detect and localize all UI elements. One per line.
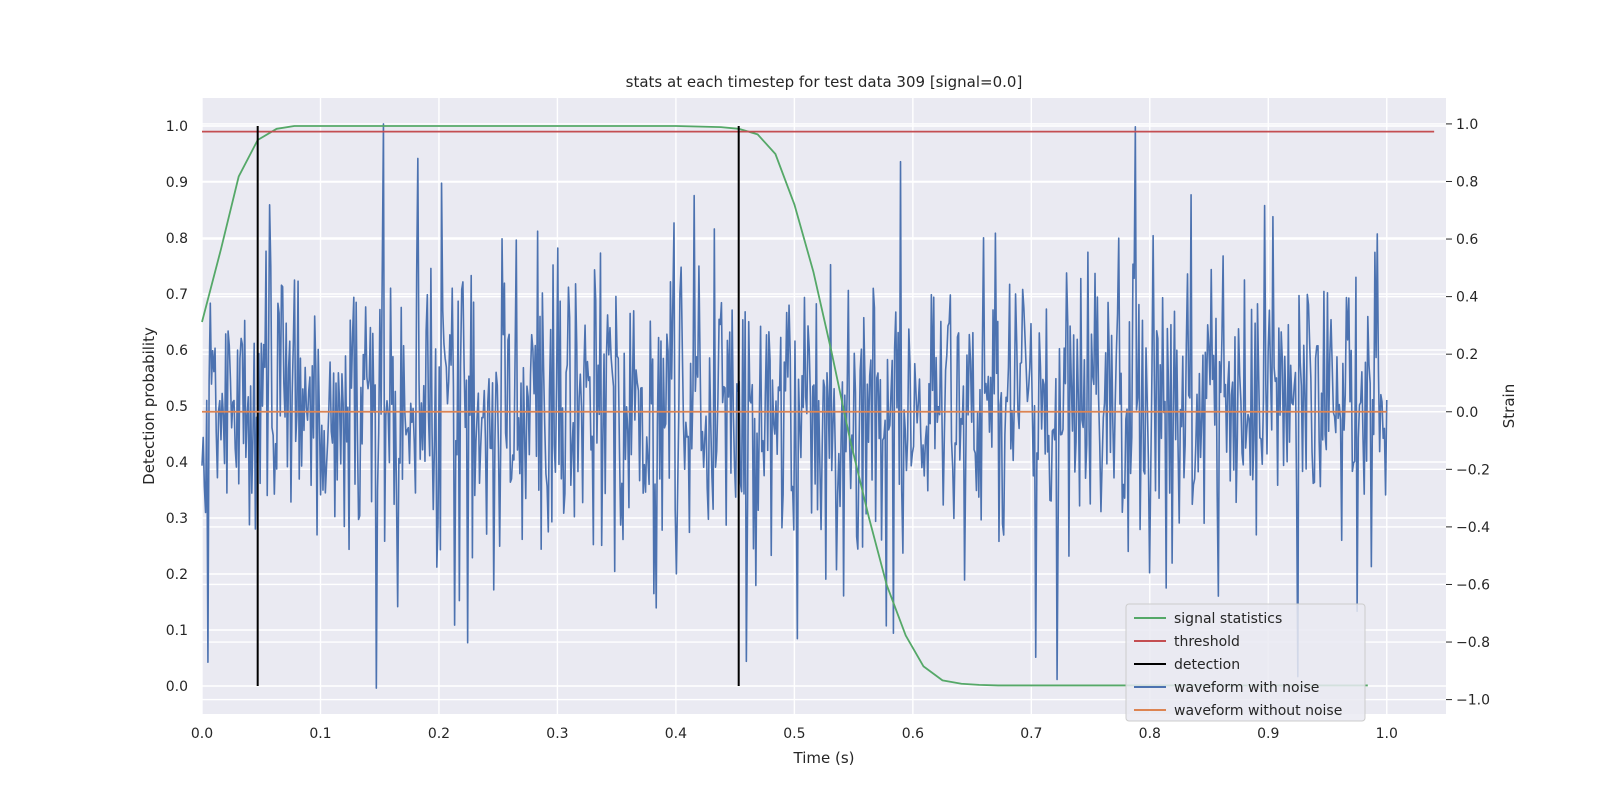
y-tick-label-right: 0.8 [1456, 174, 1478, 190]
x-tick-label: 0.1 [309, 726, 331, 742]
y-tick-label-right: −0.2 [1456, 462, 1490, 478]
y-tick-label-left: 1.0 [166, 119, 188, 135]
y-tick-label-left: 0.9 [166, 175, 188, 191]
y-axis-label-right: Strain [1500, 384, 1518, 428]
data-series [201, 123, 1435, 689]
y-tick-label-left: 0.1 [166, 623, 188, 639]
legend-label: detection [1174, 657, 1240, 673]
x-tick-label: 0.0 [191, 726, 213, 742]
y-tick-label-right: −1.0 [1456, 693, 1490, 709]
y-tick-label-left: 0.8 [166, 231, 188, 247]
series-waveform-with-noise [201, 123, 1388, 689]
y-tick-label-left: 0.2 [166, 567, 188, 583]
y-tick-label-right: 0.0 [1456, 405, 1478, 421]
x-tick-label: 0.4 [665, 726, 687, 742]
x-tick-label: 1.0 [1376, 726, 1398, 742]
legend-label: waveform with noise [1174, 680, 1319, 696]
x-tick-label: 0.2 [428, 726, 450, 742]
series-signal-statistics [201, 125, 1368, 687]
x-tick-label: 0.9 [1257, 726, 1279, 742]
legend-label: threshold [1174, 634, 1240, 650]
y-tick-label-right: 0.2 [1456, 347, 1478, 363]
y-tick-label-right: −0.6 [1456, 577, 1490, 593]
x-axis-label: Time (s) [793, 749, 855, 767]
y-tick-label-left: 0.6 [166, 343, 188, 359]
y-tick-label-left: 0.0 [166, 679, 188, 695]
axes: 0.0 0.1 0.2 0.3 0.4 0.5 0.6 0.7 0.8 0.9 1.0 0.0 0.1 0… [166, 117, 1490, 742]
legend-label: waveform without noise [1174, 703, 1342, 719]
chart-title: stats at each timestep for test data 309… [626, 73, 1023, 91]
legend-box [1125, 603, 1366, 722]
y-tick-label-right: 1.0 [1456, 117, 1478, 133]
y-tick-label-right: −0.8 [1456, 635, 1490, 651]
legend-label: signal statistics [1174, 611, 1282, 627]
x-tick-label: 0.6 [902, 726, 924, 742]
x-tick-label: 0.5 [783, 726, 805, 742]
y-tick-label-right: 0.6 [1456, 232, 1478, 248]
x-tick-label: 0.8 [1139, 726, 1161, 742]
x-tick-label: 0.7 [1020, 726, 1042, 742]
legend: signal statistics threshold detection wavef… [1125, 603, 1366, 722]
y-axis-label-left: Detection probability [140, 327, 158, 485]
y-tick-label-left: 0.7 [166, 287, 188, 303]
y-tick-label-right: 0.4 [1456, 290, 1478, 306]
x-tick-label: 0.3 [546, 726, 568, 742]
y-tick-label-left: 0.5 [166, 399, 188, 415]
y-tick-label-left: 0.4 [166, 455, 188, 471]
y-tick-label-right: −0.4 [1456, 520, 1490, 536]
y-tick-label-left: 0.3 [166, 511, 188, 527]
